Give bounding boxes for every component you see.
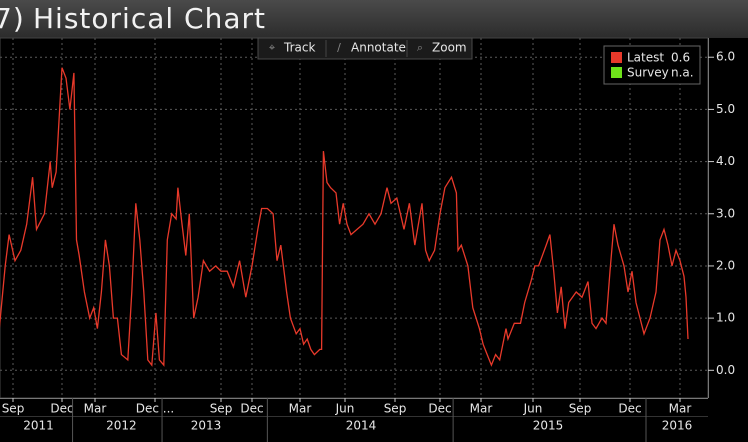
legend-name: Survey: [627, 66, 669, 80]
x-tick-label: Dec: [240, 402, 263, 416]
x-tick-label: Jun: [335, 402, 355, 416]
title-prefix: 7): [0, 2, 25, 35]
legend-value: n.a.: [671, 66, 694, 80]
legend-name: Latest: [627, 51, 664, 65]
data-line: [0, 67, 689, 367]
chart-title: Historical Chart: [33, 2, 266, 35]
x-tick-label: Mar: [289, 402, 312, 416]
x-tick-label: Dec: [618, 402, 641, 416]
x-tick-label: Mar: [84, 402, 107, 416]
legend-swatch: [611, 67, 622, 78]
year-label: 2015: [533, 419, 564, 433]
x-tick-label: Sep: [384, 402, 407, 416]
y-tick-label: 2.0: [716, 258, 735, 272]
toolbar-button[interactable]: Track: [283, 41, 315, 55]
x-tick-label: Dec ...: [136, 402, 174, 416]
toolbar-button[interactable]: Zoom: [432, 41, 467, 55]
x-tick-label: Sep: [210, 402, 233, 416]
y-tick-label: 5.0: [716, 102, 735, 116]
x-tick-label: Mar: [669, 402, 692, 416]
toolbar-icon: ⌖: [269, 41, 275, 54]
toolbar-icon: ∕: [337, 41, 341, 54]
year-label: 2011: [23, 419, 54, 433]
y-tick-label: 3.0: [716, 206, 735, 220]
x-tick-label: Jun: [523, 402, 543, 416]
year-label: 2013: [191, 419, 222, 433]
year-label: 2014: [346, 419, 377, 433]
y-tick-label: 4.0: [716, 154, 735, 168]
x-tick-label: Sep: [569, 402, 592, 416]
plot-area: [0, 37, 709, 399]
legend-value: 0.6: [671, 51, 690, 65]
year-label: 2012: [106, 419, 137, 433]
year-label: 2016: [662, 419, 693, 433]
x-tick-label: Mar: [470, 402, 493, 416]
y-tick-label: 0.0: [716, 363, 735, 377]
toolbar-box: [257, 37, 473, 60]
y-tick-label: 1.0: [716, 311, 735, 325]
y-tick-label: 6.0: [716, 50, 735, 64]
toolbar-button[interactable]: Annotate: [351, 41, 406, 55]
x-tick-label: Dec: [50, 402, 73, 416]
legend-swatch: [611, 52, 622, 63]
title-bar: [0, 0, 748, 38]
x-tick-label: Sep: [2, 402, 25, 416]
x-axis-area: [0, 398, 748, 442]
toolbar-icon: ⌕: [417, 41, 423, 54]
x-tick-label: Dec: [428, 402, 451, 416]
